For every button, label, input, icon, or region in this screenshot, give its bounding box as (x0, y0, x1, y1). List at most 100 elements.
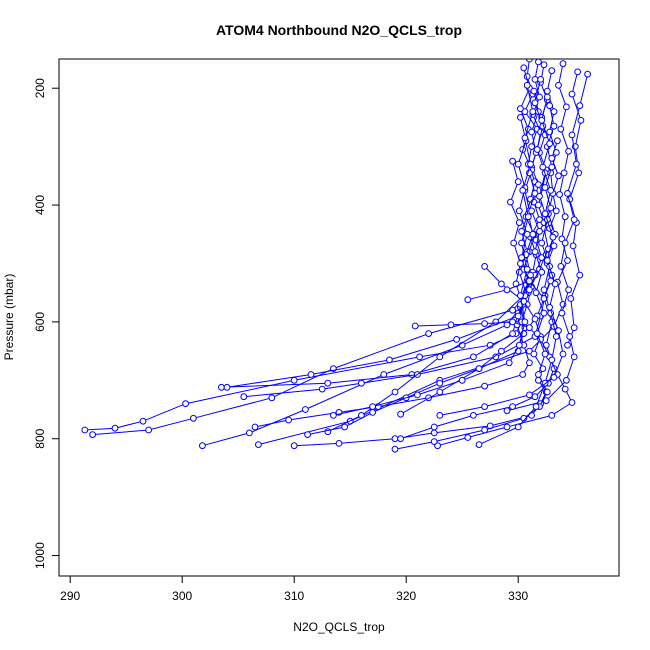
data-point (111, 424, 119, 432)
data-point (521, 318, 529, 326)
data-point (552, 333, 560, 340)
y-tick-label: 200 (33, 78, 47, 98)
data-point (223, 383, 231, 391)
data-point (561, 239, 569, 247)
data-point (573, 160, 580, 168)
data-point (532, 289, 540, 297)
data-point (550, 374, 558, 381)
data-point (551, 280, 559, 288)
data-point (492, 353, 500, 361)
data-point (536, 216, 543, 224)
data-point (145, 426, 153, 434)
data-point (458, 376, 466, 384)
series-12 (304, 114, 532, 439)
y-tick-label: 800 (33, 428, 47, 448)
data-point (568, 90, 576, 98)
data-point (369, 409, 377, 416)
data-point (528, 143, 535, 151)
data-point (531, 248, 539, 256)
data-point (538, 239, 546, 247)
data-point (563, 103, 570, 111)
data-point (531, 393, 539, 401)
data-point (518, 254, 525, 262)
data-point (542, 397, 550, 405)
series-line (226, 90, 539, 388)
data-point (290, 376, 298, 384)
data-point (558, 309, 566, 317)
series-7 (564, 68, 585, 349)
series-6 (255, 60, 572, 449)
data-point (563, 376, 570, 384)
series-line (92, 64, 548, 436)
data-point (535, 371, 542, 378)
data-point (519, 371, 527, 378)
data-point (528, 128, 535, 136)
x-axis: 290 300 310 320 330 (60, 575, 529, 603)
x-tick-label: 300 (172, 589, 192, 603)
data-point (411, 322, 419, 330)
data-point (557, 125, 565, 133)
data-point (550, 242, 558, 250)
data-point (517, 105, 524, 113)
chart-title: ATOM4 Northbound N2O_QCLS_trop (216, 22, 462, 38)
series-19 (330, 81, 537, 419)
data-point (416, 353, 424, 361)
data-point (547, 204, 555, 212)
series-4 (218, 64, 535, 391)
data-point (509, 157, 516, 165)
y-axis-label: Pressure (mbar) (2, 274, 16, 361)
data-point (536, 192, 543, 200)
data-point (554, 137, 561, 145)
data-point (557, 263, 565, 270)
data-point (436, 353, 444, 361)
data-point (182, 400, 190, 408)
data-point (89, 431, 96, 439)
data-point (481, 426, 489, 434)
data-point (527, 160, 534, 168)
data-point (548, 163, 556, 171)
data-point (470, 412, 477, 419)
data-point (524, 213, 532, 221)
data-point (481, 403, 489, 411)
data-point (548, 412, 556, 419)
data-point (290, 442, 298, 450)
data-point (536, 227, 543, 235)
series-line (333, 85, 534, 416)
data-point (408, 371, 416, 378)
data-point (523, 230, 531, 238)
data-point (507, 198, 514, 206)
data-point (341, 423, 349, 431)
data-point (509, 330, 516, 338)
data-point (521, 134, 529, 142)
data-point (430, 438, 438, 446)
data-point (218, 383, 225, 391)
data-point (81, 426, 89, 434)
data-point (335, 440, 343, 447)
data-point (577, 116, 585, 124)
series-line (415, 321, 573, 447)
series-20 (436, 93, 567, 419)
data-point (546, 102, 553, 110)
data-point (514, 423, 522, 431)
data-point (246, 429, 253, 437)
data-point (520, 64, 528, 72)
data-point (546, 303, 553, 311)
x-axis-label: N2O_QCLS_trop (293, 620, 385, 634)
data-point (255, 441, 262, 449)
data-point (425, 330, 433, 338)
data-point (475, 441, 483, 449)
data-point (190, 414, 197, 422)
data-point (526, 324, 533, 332)
data-point (540, 309, 548, 317)
data-point (530, 350, 538, 358)
data-point (564, 341, 571, 349)
data-point (523, 265, 531, 273)
data-point (564, 190, 571, 197)
data-point (561, 213, 569, 221)
data-point (530, 87, 538, 95)
data-point (509, 318, 516, 326)
data-point (397, 410, 405, 418)
data-point (549, 233, 557, 241)
data-point (517, 114, 524, 121)
